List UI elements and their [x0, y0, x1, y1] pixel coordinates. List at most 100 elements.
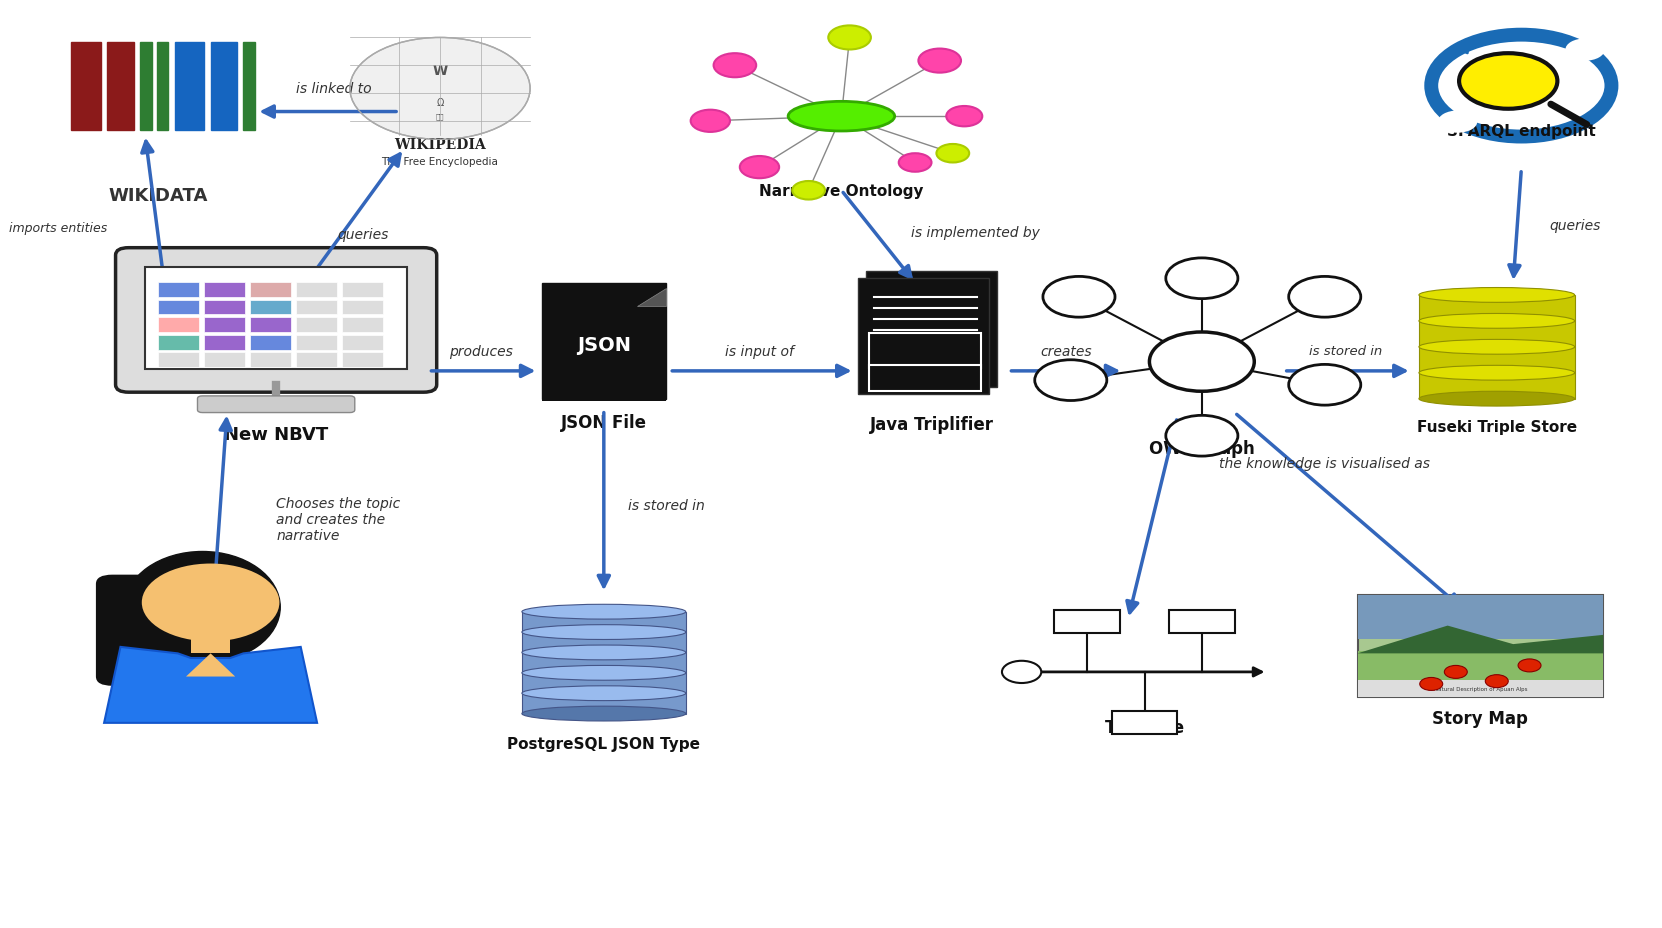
- Bar: [1419, 347, 1574, 373]
- Text: JSON: JSON: [577, 336, 632, 355]
- Text: Narrative Ontology: Narrative Ontology: [760, 184, 924, 199]
- Circle shape: [1035, 360, 1107, 401]
- Bar: [1358, 596, 1604, 697]
- Bar: [249, 353, 291, 367]
- Bar: [1358, 596, 1604, 639]
- Text: {</>}: {</>}: [906, 374, 944, 384]
- Bar: [191, 633, 231, 653]
- Polygon shape: [186, 653, 236, 677]
- Polygon shape: [105, 647, 317, 723]
- Bar: [342, 283, 382, 298]
- Text: Ω: Ω: [437, 98, 444, 109]
- Bar: [542, 284, 666, 399]
- Circle shape: [936, 145, 969, 163]
- Ellipse shape: [1419, 392, 1574, 406]
- Bar: [1419, 296, 1574, 321]
- Bar: [522, 652, 686, 673]
- Text: W: W: [432, 64, 447, 78]
- Bar: [249, 317, 291, 332]
- Bar: [296, 335, 337, 350]
- Bar: [156, 43, 168, 131]
- Text: Fuseki Triple Store: Fuseki Triple Store: [1416, 419, 1577, 434]
- Circle shape: [1002, 661, 1042, 683]
- Bar: [175, 43, 204, 131]
- Ellipse shape: [522, 605, 686, 619]
- Text: The Free Encyclopedia: The Free Encyclopedia: [382, 157, 499, 167]
- Bar: [71, 43, 101, 131]
- Bar: [1054, 611, 1120, 633]
- Circle shape: [1438, 111, 1478, 134]
- Bar: [522, 632, 686, 652]
- Ellipse shape: [522, 686, 686, 701]
- Bar: [522, 612, 686, 632]
- Text: OWL Graph: OWL Graph: [1148, 439, 1255, 458]
- Bar: [522, 673, 686, 693]
- Text: Java Triplifier: Java Triplifier: [869, 415, 994, 433]
- FancyBboxPatch shape: [198, 396, 354, 413]
- Circle shape: [1517, 659, 1541, 672]
- Bar: [869, 366, 981, 392]
- Circle shape: [1566, 39, 1605, 61]
- Ellipse shape: [125, 552, 281, 663]
- Ellipse shape: [1419, 289, 1574, 303]
- Bar: [204, 353, 244, 367]
- Ellipse shape: [788, 102, 894, 132]
- Bar: [869, 333, 981, 368]
- Text: is linked to: is linked to: [296, 83, 371, 97]
- Circle shape: [1044, 277, 1115, 317]
- Text: is input of: is input of: [725, 344, 794, 358]
- Circle shape: [740, 157, 779, 179]
- Polygon shape: [1358, 625, 1604, 653]
- Bar: [140, 43, 151, 131]
- Text: PostgreSQL JSON Type: PostgreSQL JSON Type: [507, 736, 700, 751]
- Bar: [204, 283, 244, 298]
- Bar: [158, 353, 199, 367]
- Text: produces: produces: [449, 344, 514, 358]
- Circle shape: [919, 49, 961, 73]
- Circle shape: [1150, 332, 1255, 392]
- Text: Natural Description of Apuan Alps: Natural Description of Apuan Alps: [1434, 687, 1527, 691]
- Bar: [108, 43, 133, 131]
- Circle shape: [1165, 259, 1238, 300]
- Ellipse shape: [1419, 366, 1574, 380]
- Bar: [1419, 321, 1574, 347]
- Bar: [542, 391, 666, 402]
- Bar: [342, 317, 382, 332]
- Bar: [204, 301, 244, 315]
- Text: Timeline: Timeline: [1105, 718, 1185, 737]
- Circle shape: [1288, 277, 1361, 317]
- Text: 維經: 維經: [435, 114, 444, 121]
- Text: JAVA: JAVA: [909, 344, 941, 357]
- Text: is stored in: is stored in: [1310, 344, 1383, 357]
- Ellipse shape: [522, 665, 686, 680]
- Text: creates: creates: [1040, 344, 1092, 358]
- Bar: [522, 693, 686, 714]
- Bar: [296, 317, 337, 332]
- Bar: [1419, 373, 1574, 399]
- Polygon shape: [637, 289, 666, 307]
- Ellipse shape: [1419, 314, 1574, 329]
- Text: imports entities: imports entities: [8, 222, 108, 235]
- Bar: [158, 301, 199, 315]
- Bar: [342, 353, 382, 367]
- Circle shape: [793, 182, 824, 200]
- Circle shape: [691, 110, 730, 133]
- Bar: [204, 317, 244, 332]
- Circle shape: [1165, 416, 1238, 457]
- Bar: [342, 301, 382, 315]
- Circle shape: [1419, 677, 1443, 690]
- FancyBboxPatch shape: [96, 575, 178, 686]
- Bar: [342, 335, 382, 350]
- Bar: [158, 283, 199, 298]
- Text: New NBVT: New NBVT: [224, 425, 329, 444]
- Ellipse shape: [1419, 340, 1574, 354]
- FancyBboxPatch shape: [116, 249, 437, 393]
- Circle shape: [141, 564, 279, 641]
- Text: WIKIDATA: WIKIDATA: [108, 187, 208, 205]
- Bar: [211, 43, 236, 131]
- Bar: [296, 353, 337, 367]
- Bar: [296, 283, 337, 298]
- Text: the knowledge is visualised as: the knowledge is visualised as: [1220, 457, 1431, 471]
- Bar: [158, 317, 199, 332]
- Bar: [1358, 651, 1604, 697]
